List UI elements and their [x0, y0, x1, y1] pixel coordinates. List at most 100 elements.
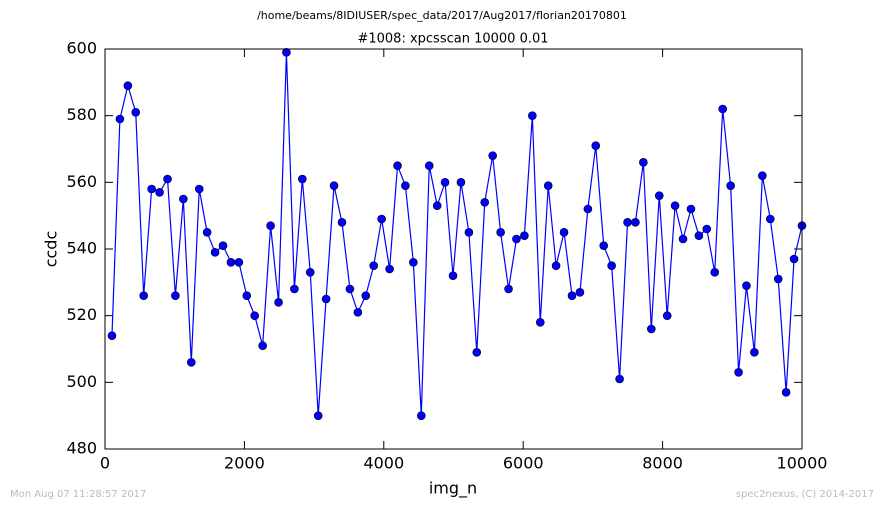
data-point — [710, 268, 720, 277]
data-point — [186, 358, 196, 367]
data-point — [750, 348, 759, 357]
data-point — [218, 241, 228, 250]
data-point — [393, 161, 402, 170]
data-point — [337, 218, 347, 227]
data-point — [202, 228, 212, 237]
data-point — [345, 284, 355, 294]
data-point — [765, 214, 775, 224]
data-point — [504, 284, 513, 294]
data-point — [472, 348, 482, 357]
data-point — [321, 294, 331, 304]
y-tick-label: 560 — [66, 172, 97, 191]
data-point — [115, 114, 125, 124]
data-point — [266, 221, 275, 230]
data-point — [599, 241, 609, 250]
x-tick-label: 6000 — [503, 454, 544, 473]
data-point — [480, 198, 490, 207]
x-tick-label: 8000 — [642, 454, 683, 473]
data-point — [718, 104, 727, 114]
data-point — [329, 181, 339, 190]
y-tick-label: 520 — [66, 305, 97, 324]
data-point — [282, 48, 291, 57]
footer-right: spec2nexus, (C) 2014-2017 — [736, 489, 874, 500]
data-point — [353, 308, 363, 317]
data-point — [575, 288, 585, 297]
data-point — [520, 231, 529, 240]
data-point — [171, 291, 180, 300]
data-point — [742, 281, 751, 290]
data-point — [385, 264, 394, 274]
y-tick-label: 600 — [66, 39, 97, 58]
data-point — [607, 261, 616, 270]
data-point — [496, 228, 505, 237]
data-point — [305, 268, 315, 277]
data-point — [615, 374, 624, 384]
data-point — [694, 231, 704, 240]
data-point — [623, 218, 632, 227]
data-point — [258, 341, 267, 350]
data-point — [654, 191, 664, 200]
data-point — [298, 174, 307, 184]
data-point — [234, 258, 244, 267]
data-point — [567, 291, 577, 300]
data-point — [131, 108, 141, 117]
data-point — [139, 291, 148, 300]
chart-title: #1008: xpcsscan 10000 0.01 — [357, 32, 548, 47]
data-point — [361, 291, 371, 300]
data-point — [551, 261, 561, 270]
data-point — [543, 181, 553, 190]
data-point — [226, 258, 236, 267]
data-point — [535, 318, 545, 327]
data-point — [401, 181, 410, 190]
data-point — [512, 234, 521, 244]
data-point — [147, 184, 156, 194]
y-tick-label: 580 — [66, 105, 97, 124]
data-point — [647, 324, 656, 334]
data-point — [440, 178, 450, 187]
data-point — [773, 274, 783, 284]
data-point — [591, 141, 601, 150]
data-point — [377, 214, 386, 224]
plot-frame — [104, 48, 803, 450]
data-point — [290, 284, 299, 294]
data-point — [424, 161, 434, 170]
data-point — [409, 258, 418, 267]
x-tick-label: 10000 — [777, 454, 828, 473]
data-point — [448, 271, 458, 280]
data-point — [631, 218, 640, 227]
data-point — [781, 388, 791, 397]
data-point — [155, 188, 164, 197]
data-point — [670, 201, 680, 210]
footer-left: Mon Aug 07 11:28:57 2017 — [10, 489, 146, 500]
y-tick-label: 500 — [66, 372, 97, 391]
data-point — [726, 181, 735, 190]
data-point — [369, 261, 378, 270]
data-point — [313, 411, 323, 420]
data-point — [432, 201, 442, 210]
series-line — [111, 52, 803, 416]
data-point — [702, 224, 712, 234]
x-tick-label: 2000 — [224, 454, 265, 473]
suptitle: /home/beams/8IDIUSER/spec_data/2017/Aug2… — [257, 9, 627, 22]
x-axis-label: img_n — [429, 479, 477, 499]
data-point — [662, 311, 672, 320]
data-point — [250, 311, 260, 320]
y-tick-label: 480 — [66, 439, 97, 458]
data-point — [488, 151, 497, 160]
x-tick-label: 0 — [100, 454, 110, 473]
data-point — [242, 291, 252, 300]
data-point — [464, 228, 474, 237]
y-axis-label: ccdc — [42, 231, 61, 268]
data-point — [107, 331, 117, 340]
data-point — [194, 184, 204, 194]
data-point — [163, 174, 172, 184]
data-point — [210, 248, 220, 257]
data-point — [583, 204, 593, 214]
y-tick-label: 540 — [66, 239, 97, 258]
data-point — [416, 411, 426, 420]
data-point — [758, 171, 767, 180]
data-point — [678, 234, 688, 244]
data-point — [789, 254, 799, 264]
